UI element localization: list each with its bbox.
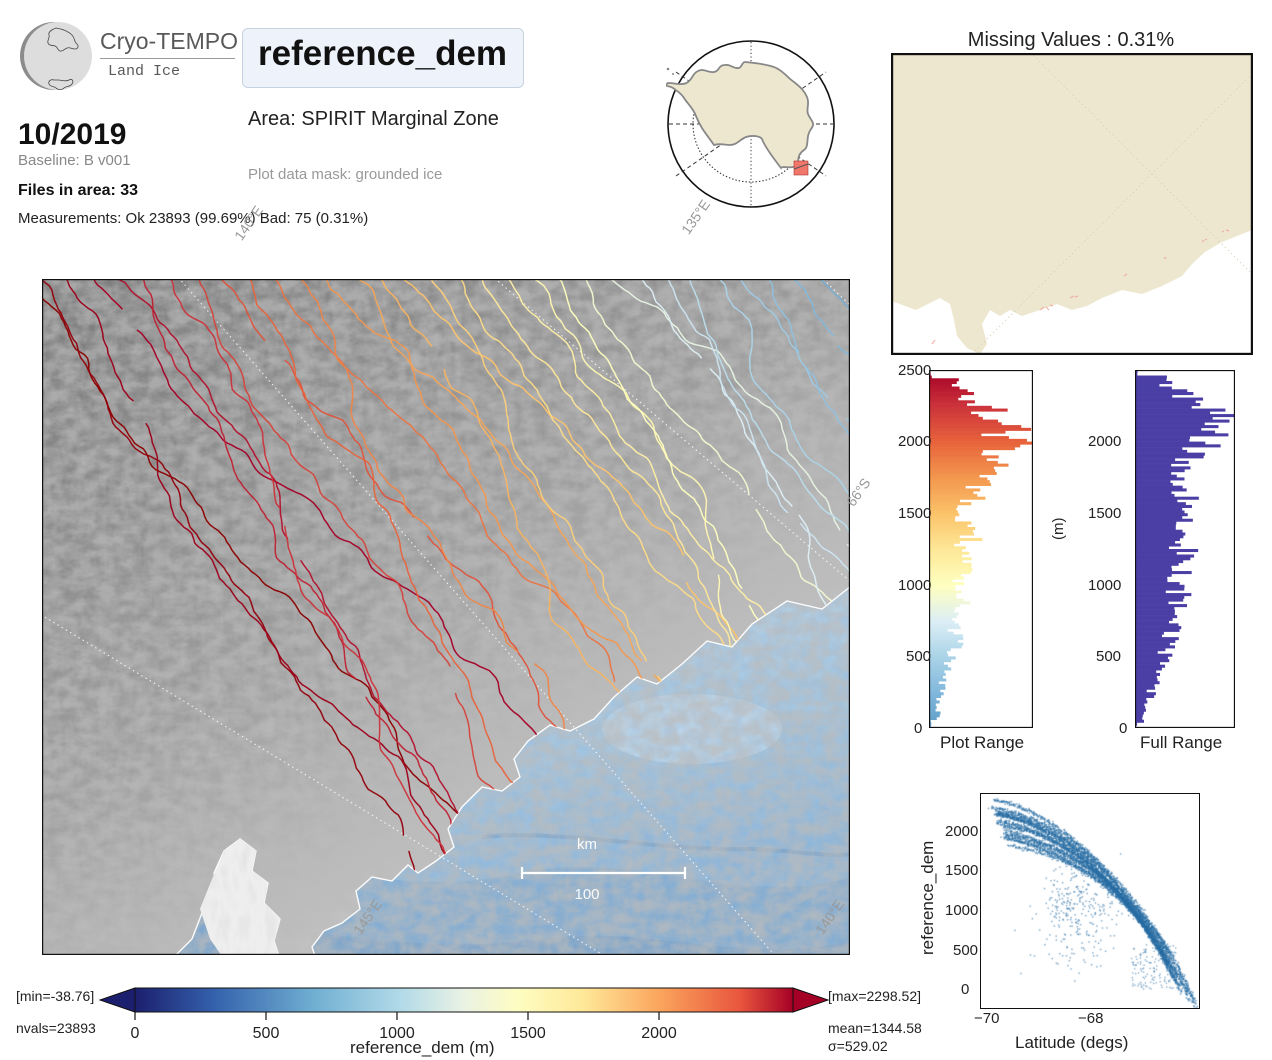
svg-text:0: 0 bbox=[131, 1025, 140, 1042]
svg-text:100: 100 bbox=[574, 886, 599, 903]
svg-text:km: km bbox=[577, 836, 597, 853]
svg-text:1500: 1500 bbox=[510, 1025, 546, 1042]
svg-text:500: 500 bbox=[253, 1025, 280, 1042]
svg-text:2000: 2000 bbox=[641, 1025, 677, 1042]
